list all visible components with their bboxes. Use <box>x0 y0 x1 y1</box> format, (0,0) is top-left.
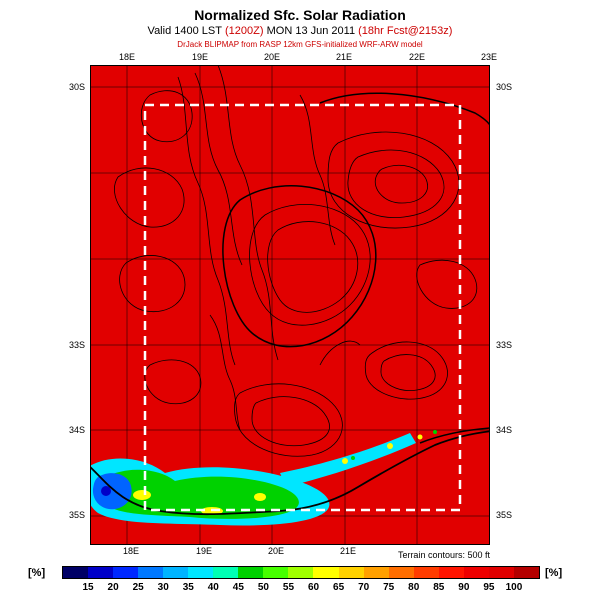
colorbar-unit-left: [%] <box>28 567 46 579</box>
colorbar-tick-label: 35 <box>182 582 194 593</box>
coastal-speck <box>417 434 423 440</box>
terrain-note: Terrain contours: 500 ft <box>397 550 490 560</box>
coastline <box>90 430 490 516</box>
colorbar-segment <box>438 567 464 578</box>
cloud-blue-core <box>92 473 132 510</box>
lon-label-bottom: 18E <box>122 546 140 556</box>
colorbar-tick-label: 50 <box>257 582 269 593</box>
cloud-green-inner <box>99 469 299 519</box>
colorbar-tick-label: 30 <box>157 582 169 593</box>
colorbar-segment <box>513 567 539 578</box>
coastal-speck <box>387 443 393 449</box>
coastal-speck <box>351 456 355 460</box>
colorbar-segment <box>188 567 214 578</box>
cloud-yellow-patch <box>254 493 266 501</box>
valid-time-utc: (1200Z) <box>225 25 264 37</box>
radiation-field <box>90 65 490 545</box>
colorbar-segment <box>413 567 439 578</box>
lat-label-right: 30S <box>495 82 513 92</box>
colorbar-tick-label: 25 <box>132 582 144 593</box>
map-canvas <box>90 65 490 545</box>
lon-label-top: 23E <box>480 52 498 62</box>
colorbar-tick-label: 20 <box>107 582 119 593</box>
terrain-contours-bold <box>222 92 490 444</box>
terrain-contours <box>114 65 478 457</box>
colorbar-row: [%] 15 20 25 30 35 40 45 50 55 60 65 70 75 80 85 90 95 10… <box>0 566 600 598</box>
colorbar-segment <box>388 567 414 578</box>
colorbar-segment <box>213 567 239 578</box>
lat-label-left: 30S <box>68 82 86 92</box>
colorbar-tick-label: 75 <box>383 582 395 593</box>
colorbar-tick-label: 100 <box>505 582 523 593</box>
cloud-cyan-streak <box>280 433 416 487</box>
colorbar-segment <box>488 567 514 578</box>
lat-label-left: 35S <box>68 510 86 520</box>
lon-label-bottom: 20E <box>267 546 285 556</box>
colorbar-unit-right: [%] <box>545 567 563 579</box>
cloud-darkblue-core <box>101 486 111 496</box>
lat-label-right: 34S <box>495 425 513 435</box>
colorbar-segment <box>263 567 289 578</box>
chart-subtitle: Valid 1400 LST (1200Z) MON 13 Jun 2011 (… <box>0 25 600 37</box>
inner-domain-box <box>143 103 462 512</box>
lon-label-bottom: 21E <box>339 546 357 556</box>
colorbar-tick-label: 70 <box>358 582 370 593</box>
cloud-yellow-patch <box>133 490 151 500</box>
lon-label-top: 19E <box>191 52 209 62</box>
colorbar-tick-label: 85 <box>433 582 445 593</box>
valid-time-text: Valid 1400 LST <box>147 25 226 37</box>
colorbar-tick-label: 80 <box>408 582 420 593</box>
lon-label-top: 21E <box>335 52 353 62</box>
colorbar-segment <box>63 567 89 578</box>
colorbar-tick-label: 90 <box>458 582 470 593</box>
colorbar-segment <box>363 567 389 578</box>
colorbar-tick-label: 15 <box>82 582 94 593</box>
lat-label-right: 33S <box>495 340 513 350</box>
colorbar-tick-label: 40 <box>207 582 219 593</box>
colorbar-segment <box>138 567 164 578</box>
coastal-speck <box>342 458 348 464</box>
colorbar-tick-label: 55 <box>282 582 295 593</box>
map-border <box>90 65 490 545</box>
colorbar-tick-label: 95 <box>483 582 495 593</box>
colorbar-tick-label: 60 <box>307 582 320 593</box>
lat-label-left: 34S <box>68 425 86 435</box>
colorbar-segment <box>88 567 114 578</box>
colorbar-segment <box>338 567 364 578</box>
colorbar: 15 20 25 30 35 40 45 50 55 60 65 70 75 80 85 90 95 100 <box>62 566 540 593</box>
lon-label-top: 18E <box>118 52 136 62</box>
lon-label-bottom: 19E <box>195 546 213 556</box>
colorbar-tick-label: 45 <box>232 582 244 593</box>
valid-date-text: MON 13 Jun 2011 <box>263 25 359 37</box>
lat-label-left: 33S <box>68 340 86 350</box>
lon-label-top: 22E <box>408 52 426 62</box>
chart-title: Normalized Sfc. Solar Radiation <box>194 7 406 23</box>
colorbar-segment <box>113 567 139 578</box>
colorbar-segment <box>238 567 264 578</box>
lon-label-top: 20E <box>263 52 281 62</box>
colorbar-segment <box>288 567 314 578</box>
colorbar-tick-label: 65 <box>333 582 345 593</box>
forecast-lead-text: (18hr Fcst@2153z) <box>358 25 453 37</box>
colorbar-segment <box>463 567 489 578</box>
lat-label-right: 35S <box>495 510 513 520</box>
coastal-speck <box>433 430 437 434</box>
colorbar-segment <box>313 567 339 578</box>
colorbar-segment <box>163 567 189 578</box>
model-attribution: DrJack BLIPMAP from RASP 12km GFS-initia… <box>177 40 423 49</box>
